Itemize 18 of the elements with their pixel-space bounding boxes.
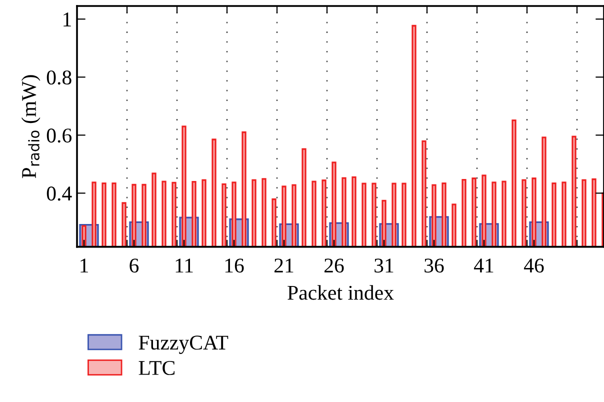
x-tick-label: 46 bbox=[524, 258, 544, 273]
x-tick-label: 26 bbox=[324, 258, 344, 273]
x-tick-label: 41 bbox=[474, 258, 494, 272]
legend-label: FuzzyCAT bbox=[138, 336, 228, 354]
y-tick-label: 1 bbox=[64, 12, 71, 26]
x-tick-label: 31 bbox=[374, 258, 394, 273]
x-tick-label: 6 bbox=[130, 258, 139, 273]
y-tick-label: 0.6 bbox=[46, 128, 72, 143]
x-tick-label: 16 bbox=[225, 258, 244, 273]
x-tick-label: 36 bbox=[424, 258, 444, 273]
y-tick-label: 0.8 bbox=[46, 70, 72, 85]
x-axis-title: Packet index bbox=[288, 285, 394, 300]
legend-label: LTC bbox=[138, 361, 175, 375]
x-tick-label: 1 bbox=[80, 258, 88, 272]
x-tick-label: 21 bbox=[274, 258, 294, 272]
y-tick-label: 0.4 bbox=[46, 186, 72, 201]
y-axis-title: P$_{radio}$ (mW) bbox=[21, 75, 40, 178]
x-tick-label: 11 bbox=[176, 258, 193, 272]
